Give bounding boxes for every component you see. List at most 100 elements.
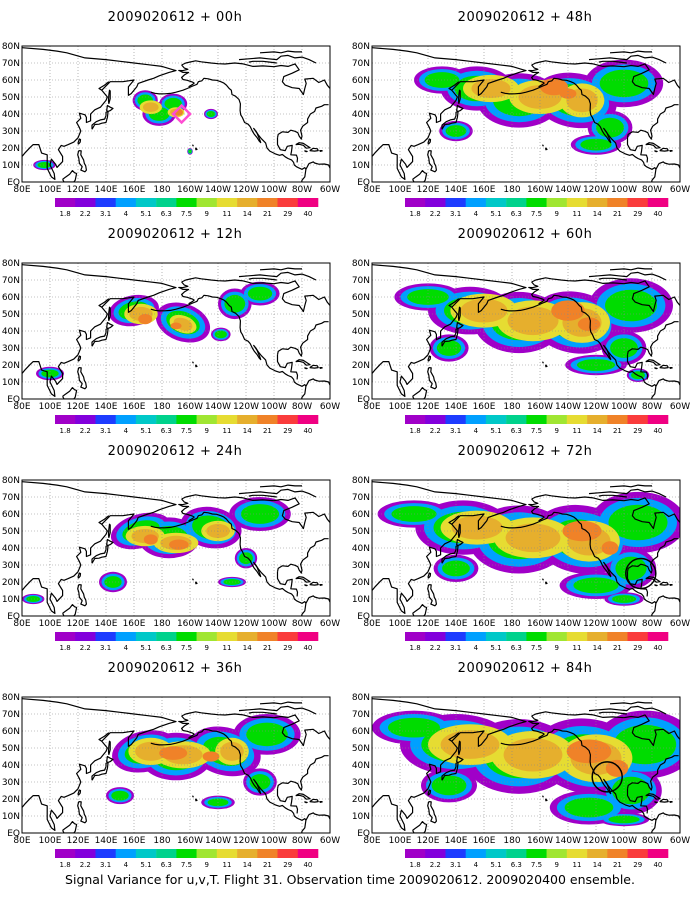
colorbar-swatch: [425, 198, 446, 207]
lon-tick-label: 120W: [583, 619, 609, 629]
colorbar-label: 6.3: [161, 427, 172, 435]
lon-tick-label: 120E: [417, 836, 440, 846]
colorbar-swatch: [405, 632, 426, 641]
coastline: [645, 359, 661, 366]
coastline: [669, 801, 673, 803]
lat-tick-label: 10N: [2, 595, 20, 605]
lat-tick-label: 70N: [2, 710, 20, 720]
colorbar-label: 11: [573, 427, 582, 435]
lon-tick-label: 120E: [67, 619, 90, 629]
coastline: [192, 795, 194, 798]
lon-tick-label: 140E: [95, 619, 118, 629]
colorbar-label: 2.2: [80, 644, 91, 652]
coastline: [528, 64, 545, 88]
colorbar-label: 7.5: [181, 210, 192, 218]
colorbar-swatch: [506, 198, 527, 207]
plot-frame: [21, 45, 331, 183]
coastline: [195, 798, 198, 802]
variance-contour-mid: [246, 722, 288, 747]
lon-tick-label: 80E: [13, 619, 30, 629]
colorbar-swatch: [75, 198, 96, 207]
panel-12h: 2009020612 + 12h 80N 70N 60N 50N 40N 30N 20N 10…: [0, 222, 350, 440]
colorbar-label: 29: [283, 861, 292, 869]
lon-tick-label: 100W: [611, 619, 637, 629]
lon-tick-label: 160W: [177, 402, 203, 412]
colorbar-swatch: [277, 198, 298, 207]
lon-tick-label: 120W: [233, 619, 259, 629]
lon-tick-label: 100W: [611, 402, 637, 412]
colorbar-label: 29: [283, 644, 292, 652]
colorbar-label: 5.1: [140, 210, 151, 218]
variance-contour-high: [503, 738, 563, 772]
colorbar-swatch: [587, 632, 608, 641]
colorbar-swatch: [465, 415, 487, 424]
coastline: [528, 498, 545, 522]
coastline: [588, 54, 667, 64]
colorbar-swatch: [566, 632, 588, 641]
coastline: [22, 264, 177, 397]
colorbar-swatch: [627, 198, 648, 207]
grid-lines: [22, 263, 330, 399]
coastline: [22, 698, 177, 831]
coastline: [309, 798, 319, 803]
coastline: [441, 104, 464, 130]
panel-title: 2009020612 + 84h: [457, 661, 593, 676]
colorbar-swatch: [607, 632, 628, 641]
coastline: [107, 306, 111, 321]
colorbar-label: 21: [613, 427, 622, 435]
colorbar-swatch: [526, 849, 547, 858]
lat-tick-label: 80N: [2, 259, 20, 269]
colorbar-label: 2.2: [80, 210, 91, 218]
lon-tick-label: 180: [153, 619, 170, 629]
variance-contour-mid: [214, 330, 227, 339]
coastline: [276, 755, 329, 791]
panel-36h: 2009020612 + 36h 80N 70N 60N 50N 40N 30N 20N 10…: [0, 656, 350, 874]
lon-tick-label: 60W: [670, 185, 690, 195]
coastline: [304, 801, 308, 804]
coastline: [178, 715, 195, 739]
coastline: [309, 581, 319, 586]
lat-tick-label: 30N: [2, 344, 20, 354]
plot-frame: [371, 45, 681, 183]
lon-tick-label: 180: [503, 619, 520, 629]
coastline: [598, 277, 627, 281]
lon-tick-label: 140E: [95, 836, 118, 846]
colorbar-swatch: [156, 198, 177, 207]
colorbar-swatch: [277, 849, 298, 858]
coastline: [626, 137, 649, 163]
coastline: [62, 821, 78, 833]
variance-contour-peak: [170, 322, 182, 330]
colorbar-label: 4: [474, 210, 479, 218]
colorbar-label: 3.1: [450, 861, 461, 869]
lon-tick-label: 140E: [95, 185, 118, 195]
lat-tick-label: 60N: [2, 76, 20, 86]
colorbar-swatch: [216, 415, 238, 424]
coastline: [412, 604, 428, 616]
coastline: [542, 578, 544, 581]
coastline: [98, 732, 110, 742]
lat-tick-label: 40N: [352, 327, 370, 337]
lon-tick-label: 120E: [417, 619, 440, 629]
coastline: [91, 321, 114, 347]
lat-tick-label: 30N: [2, 561, 20, 571]
coastline: [645, 793, 661, 800]
variance-contour-mid: [164, 97, 182, 110]
coastline: [654, 801, 658, 804]
coastline: [77, 367, 87, 390]
colorbar-label: 40: [653, 210, 662, 218]
lon-tick-label: 80W: [642, 402, 662, 412]
lon-tick-label: 100E: [39, 402, 62, 412]
coastlines: [372, 47, 680, 182]
colorbar: 1.8 2.2 3.1 4 5.1 6.3 7.5 9 11 14 21 29 40: [55, 198, 319, 218]
variance-contour-mid: [580, 138, 612, 151]
colorbar-label: 4: [124, 644, 129, 652]
variance-contour-mid: [37, 162, 52, 168]
variance-field: [106, 714, 301, 810]
lat-tick-label: 20N: [352, 578, 370, 588]
plot-frame: [21, 479, 331, 617]
lat-tick-label: 70N: [352, 493, 370, 503]
lon-tick-label: 160W: [177, 185, 203, 195]
colorbar-label: 4: [474, 861, 479, 869]
